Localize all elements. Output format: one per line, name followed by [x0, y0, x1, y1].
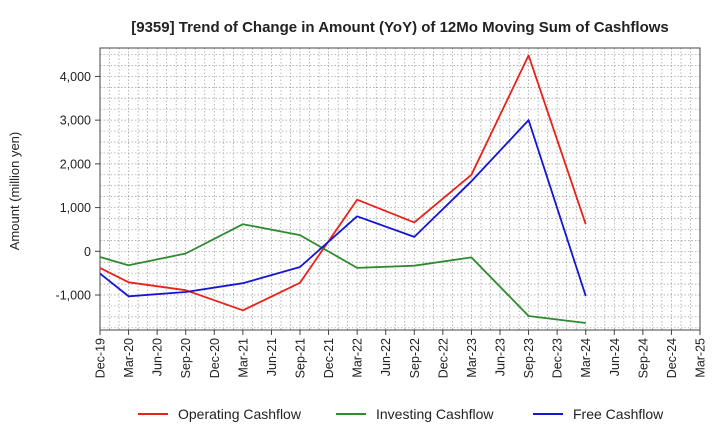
- series-line-free-cashflow: [99, 119, 587, 298]
- x-tick-label: Sep-24: [636, 338, 650, 378]
- plot-frame: [99, 47, 701, 331]
- x-tick-label: Mar-23: [465, 338, 479, 378]
- x-tick-label: Mar-25: [694, 338, 708, 378]
- x-tick-label: Jun-24: [608, 338, 622, 376]
- x-tick-label: Jun-22: [379, 338, 393, 376]
- axes: -1,000 0 1,000 2,000 3,000 4,000 Dec-19 Mar-20 J…: [56, 47, 708, 378]
- y-tick-label: 1,000: [60, 201, 91, 215]
- x-tick-label: Sep-21: [294, 338, 308, 378]
- x-tick-label: Mar-21: [236, 338, 250, 378]
- legend-label: Operating Cashflow: [178, 406, 302, 422]
- legend: Operating Cashflow Investing Cashflow Free…: [138, 406, 664, 422]
- grid: [99, 48, 701, 330]
- x-tick-label: Jun-20: [151, 338, 165, 376]
- x-tick-label: Dec-20: [208, 338, 222, 378]
- legend-label: Investing Cashflow: [376, 406, 494, 422]
- y-tick-label: 3,000: [60, 114, 91, 128]
- x-tick-label: Dec-19: [94, 338, 108, 378]
- x-tick-label: Mar-20: [122, 338, 136, 378]
- x-tick-label: Dec-21: [322, 338, 336, 378]
- x-tick-label: Dec-23: [551, 338, 565, 378]
- chart-title: [9359] Trend of Change in Amount (YoY) o…: [131, 19, 669, 36]
- y-tick-label: 2,000: [60, 157, 91, 171]
- x-tick-label: Sep-23: [522, 338, 536, 378]
- series-line-operating-cashflow: [99, 54, 587, 312]
- y-tick-label: 4,000: [60, 70, 91, 84]
- series-lines: [99, 54, 587, 324]
- y-tick-label: 0: [84, 245, 91, 259]
- x-tick-label: Mar-22: [351, 338, 365, 378]
- x-tick-label: Dec-22: [436, 338, 450, 378]
- x-tick-label: Jun-21: [265, 338, 279, 376]
- legend-label: Free Cashflow: [573, 406, 664, 422]
- x-tick-label: Jun-23: [494, 338, 508, 376]
- x-tick-label: Dec-24: [665, 338, 679, 378]
- y-axis-label: Amount (million yen): [7, 132, 22, 251]
- x-tick-label: Sep-22: [408, 338, 422, 378]
- y-tick-label: -1,000: [56, 289, 91, 303]
- series-line-investing-cashflow: [99, 223, 586, 324]
- x-tick-label: Mar-24: [579, 338, 593, 378]
- x-tick-label: Sep-20: [179, 338, 193, 378]
